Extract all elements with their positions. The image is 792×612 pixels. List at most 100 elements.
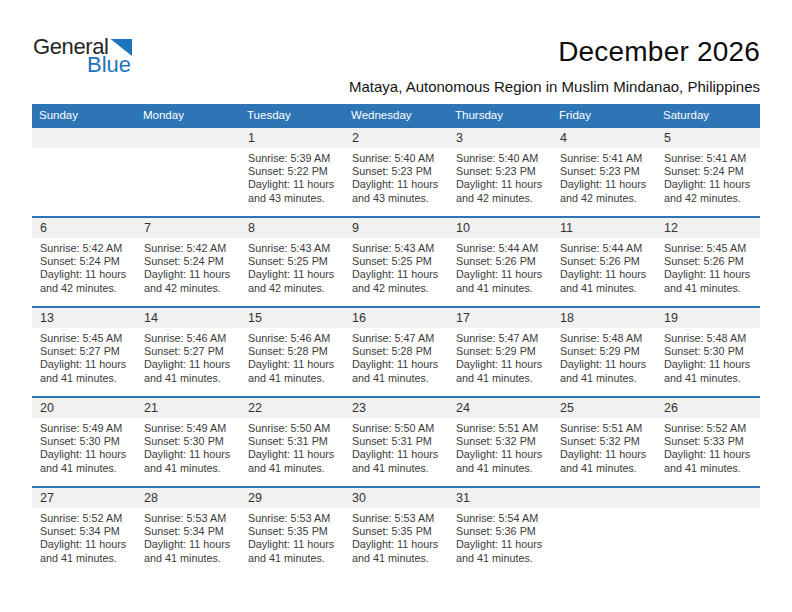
day-number: 19	[656, 308, 760, 328]
sun-times-line: Sunset: 5:31 PM	[248, 435, 341, 448]
weekday-header-monday: Monday	[136, 104, 240, 126]
sun-times-line: Sunrise: 5:54 AM	[456, 512, 549, 525]
calendar-cell: 23Sunrise: 5:50 AMSunset: 5:31 PMDayligh…	[344, 398, 448, 475]
sun-times-line: and 41 minutes.	[664, 462, 757, 475]
sun-times-line: and 41 minutes.	[40, 372, 133, 385]
day-number: 4	[552, 128, 656, 148]
calendar-cell: 14Sunrise: 5:46 AMSunset: 5:27 PMDayligh…	[136, 308, 240, 385]
calendar-cell-empty	[656, 488, 760, 565]
day-number: 18	[552, 308, 656, 328]
calendar-cell: 9Sunrise: 5:43 AMSunset: 5:25 PMDaylight…	[344, 218, 448, 295]
sun-times-line: Sunrise: 5:48 AM	[664, 332, 757, 345]
sun-times-line: and 42 minutes.	[144, 282, 237, 295]
sun-times-line: Sunset: 5:25 PM	[352, 255, 445, 268]
sun-times-line: Daylight: 11 hours	[248, 268, 341, 281]
sun-times-text: Sunrise: 5:47 AMSunset: 5:29 PMDaylight:…	[448, 328, 552, 385]
sun-times-line: Sunrise: 5:53 AM	[248, 512, 341, 525]
sun-times-text: Sunrise: 5:49 AMSunset: 5:30 PMDaylight:…	[32, 418, 136, 475]
sun-times-line: Sunrise: 5:47 AM	[352, 332, 445, 345]
sun-times-line: Sunset: 5:27 PM	[144, 345, 237, 358]
sun-times-line: Daylight: 11 hours	[248, 538, 341, 551]
sun-times-text: Sunrise: 5:46 AMSunset: 5:27 PMDaylight:…	[136, 328, 240, 385]
sun-times-line: Daylight: 11 hours	[40, 538, 133, 551]
sun-times-line: and 41 minutes.	[456, 282, 549, 295]
calendar-cell: 29Sunrise: 5:53 AMSunset: 5:35 PMDayligh…	[240, 488, 344, 565]
calendar-cell: 19Sunrise: 5:48 AMSunset: 5:30 PMDayligh…	[656, 308, 760, 385]
day-number: 9	[344, 218, 448, 238]
weekday-header-friday: Friday	[552, 104, 656, 126]
sun-times-text: Sunrise: 5:52 AMSunset: 5:34 PMDaylight:…	[32, 508, 136, 565]
sun-times-line: Daylight: 11 hours	[144, 268, 237, 281]
day-number: 20	[32, 398, 136, 418]
sun-times-text: Sunrise: 5:54 AMSunset: 5:36 PMDaylight:…	[448, 508, 552, 565]
sun-times-line: Sunrise: 5:47 AM	[456, 332, 549, 345]
calendar-cell: 8Sunrise: 5:43 AMSunset: 5:25 PMDaylight…	[240, 218, 344, 295]
calendar-cell: 13Sunrise: 5:45 AMSunset: 5:27 PMDayligh…	[32, 308, 136, 385]
calendar-cell: 24Sunrise: 5:51 AMSunset: 5:32 PMDayligh…	[448, 398, 552, 475]
day-number: 8	[240, 218, 344, 238]
calendar-cell: 26Sunrise: 5:52 AMSunset: 5:33 PMDayligh…	[656, 398, 760, 475]
calendar-cell: 20Sunrise: 5:49 AMSunset: 5:30 PMDayligh…	[32, 398, 136, 475]
sun-times-line: Sunset: 5:29 PM	[560, 345, 653, 358]
sun-times-text: Sunrise: 5:49 AMSunset: 5:30 PMDaylight:…	[136, 418, 240, 475]
weekday-header-thursday: Thursday	[448, 104, 552, 126]
calendar-cell: 17Sunrise: 5:47 AMSunset: 5:29 PMDayligh…	[448, 308, 552, 385]
day-number: 3	[448, 128, 552, 148]
sun-times-text: Sunrise: 5:47 AMSunset: 5:28 PMDaylight:…	[344, 328, 448, 385]
day-number: 26	[656, 398, 760, 418]
weekday-header-wednesday: Wednesday	[344, 104, 448, 126]
sun-times-line: Sunrise: 5:49 AM	[40, 422, 133, 435]
sun-times-line: Daylight: 11 hours	[248, 448, 341, 461]
sun-times-line: and 42 minutes.	[664, 192, 757, 205]
day-number: 12	[656, 218, 760, 238]
sun-times-text: Sunrise: 5:43 AMSunset: 5:25 PMDaylight:…	[344, 238, 448, 295]
calendar-cell: 16Sunrise: 5:47 AMSunset: 5:28 PMDayligh…	[344, 308, 448, 385]
sun-times-line: and 41 minutes.	[456, 372, 549, 385]
sun-times-line: Sunset: 5:35 PM	[352, 525, 445, 538]
sun-times-line: Daylight: 11 hours	[352, 538, 445, 551]
sun-times-line: Sunrise: 5:42 AM	[40, 242, 133, 255]
day-number: 28	[136, 488, 240, 508]
sun-times-text: Sunrise: 5:50 AMSunset: 5:31 PMDaylight:…	[240, 418, 344, 475]
sun-times-line: Daylight: 11 hours	[664, 268, 757, 281]
sun-times-line: and 41 minutes.	[664, 282, 757, 295]
sun-times-text: Sunrise: 5:40 AMSunset: 5:23 PMDaylight:…	[448, 148, 552, 205]
sun-times-line: Daylight: 11 hours	[248, 178, 341, 191]
sun-times-line: and 43 minutes.	[352, 192, 445, 205]
sun-times-line: and 41 minutes.	[144, 462, 237, 475]
calendar-cell-empty	[552, 488, 656, 565]
sun-times-line: Sunset: 5:24 PM	[40, 255, 133, 268]
day-number: 5	[656, 128, 760, 148]
sun-times-line: and 41 minutes.	[560, 462, 653, 475]
sun-times-line: Sunrise: 5:46 AM	[248, 332, 341, 345]
sun-times-line: Sunrise: 5:45 AM	[664, 242, 757, 255]
day-number: 2	[344, 128, 448, 148]
day-number: 6	[32, 218, 136, 238]
calendar-cell: 2Sunrise: 5:40 AMSunset: 5:23 PMDaylight…	[344, 128, 448, 205]
sun-times-text: Sunrise: 5:44 AMSunset: 5:26 PMDaylight:…	[552, 238, 656, 295]
sun-times-line: Daylight: 11 hours	[144, 538, 237, 551]
calendar-cell: 11Sunrise: 5:44 AMSunset: 5:26 PMDayligh…	[552, 218, 656, 295]
sun-times-line: Sunrise: 5:51 AM	[560, 422, 653, 435]
sun-times-line: Sunset: 5:30 PM	[144, 435, 237, 448]
calendar-cell: 27Sunrise: 5:52 AMSunset: 5:34 PMDayligh…	[32, 488, 136, 565]
sun-times-line: Daylight: 11 hours	[560, 358, 653, 371]
sun-times-line: Daylight: 11 hours	[664, 178, 757, 191]
calendar-cell: 1Sunrise: 5:39 AMSunset: 5:22 PMDaylight…	[240, 128, 344, 205]
sun-times-line: and 41 minutes.	[40, 462, 133, 475]
sun-times-line: and 41 minutes.	[248, 552, 341, 565]
sun-times-line: Sunset: 5:34 PM	[40, 525, 133, 538]
sun-times-line: Sunset: 5:36 PM	[456, 525, 549, 538]
sun-times-text: Sunrise: 5:53 AMSunset: 5:34 PMDaylight:…	[136, 508, 240, 565]
sun-times-line: Daylight: 11 hours	[560, 178, 653, 191]
sun-times-line: Daylight: 11 hours	[560, 268, 653, 281]
sun-times-line: Daylight: 11 hours	[352, 178, 445, 191]
sun-times-text: Sunrise: 5:42 AMSunset: 5:24 PMDaylight:…	[136, 238, 240, 295]
sun-times-line: Sunrise: 5:42 AM	[144, 242, 237, 255]
sun-times-line: Sunrise: 5:53 AM	[352, 512, 445, 525]
calendar-week-row: 13Sunrise: 5:45 AMSunset: 5:27 PMDayligh…	[32, 306, 760, 396]
sun-times-line: Daylight: 11 hours	[560, 448, 653, 461]
sun-times-line: and 43 minutes.	[248, 192, 341, 205]
day-number: 13	[32, 308, 136, 328]
sun-times-text: Sunrise: 5:50 AMSunset: 5:31 PMDaylight:…	[344, 418, 448, 475]
